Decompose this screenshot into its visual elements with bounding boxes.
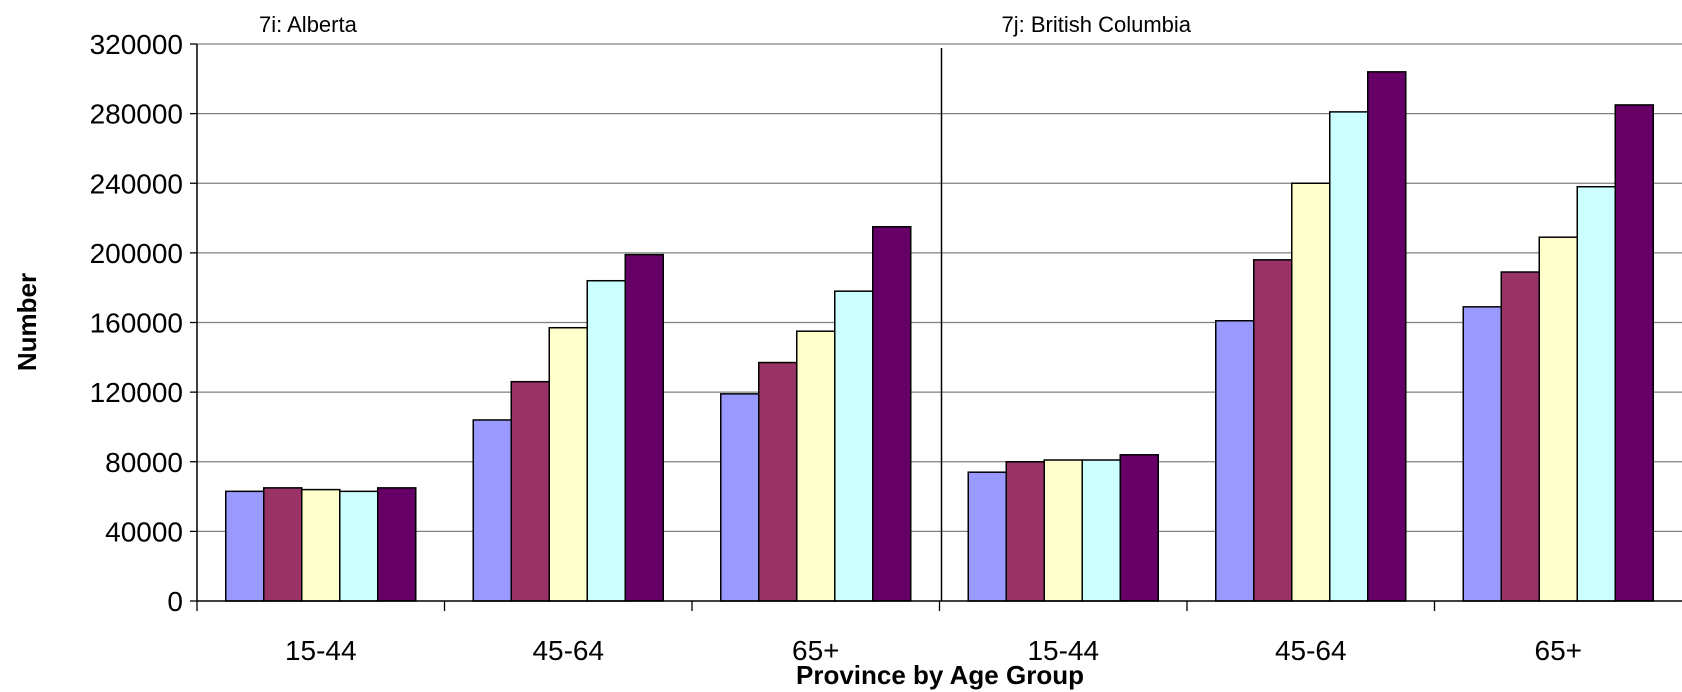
bar — [1253, 259, 1293, 602]
y-tick-label: 240000 — [90, 168, 183, 199]
bar — [1005, 461, 1045, 602]
bar — [872, 226, 912, 602]
y-tick-label: 80000 — [105, 447, 183, 478]
x-axis-title: Province by Age Group — [796, 660, 1084, 690]
y-tick-label: 0 — [167, 586, 183, 617]
panel-label: 7j: British Columbia — [1002, 12, 1192, 37]
panel-label: 7i: Alberta — [259, 12, 358, 37]
y-tick-label: 200000 — [90, 238, 183, 269]
x-tick-label: 15-44 — [285, 635, 357, 666]
bar — [1500, 271, 1540, 602]
axes — [190, 43, 1682, 611]
bar — [1119, 454, 1159, 602]
x-tick-label: 45-64 — [532, 635, 604, 666]
bar — [1043, 459, 1083, 602]
bar — [1329, 111, 1369, 602]
bar — [263, 487, 303, 602]
x-tick-label: 65+ — [1535, 635, 1583, 666]
bar — [796, 330, 836, 602]
bar — [720, 393, 760, 602]
bars — [225, 71, 1654, 602]
bar — [1538, 236, 1578, 602]
y-tick-label: 280000 — [90, 99, 183, 130]
bar — [1367, 71, 1407, 602]
bar — [758, 361, 798, 602]
bar — [624, 253, 664, 602]
y-tick-label: 40000 — [105, 516, 183, 547]
y-tick-label: 120000 — [90, 377, 183, 408]
bar — [1462, 306, 1502, 602]
bar — [1614, 104, 1654, 602]
bar — [225, 490, 265, 602]
bar — [1081, 459, 1121, 602]
bar — [339, 490, 379, 602]
bar — [472, 419, 512, 602]
y-axis-title: Number — [12, 273, 42, 371]
x-tick-label: 45-64 — [1275, 635, 1347, 666]
x-tick-label: 15-44 — [1027, 635, 1099, 666]
bar — [834, 290, 874, 602]
bar — [586, 279, 626, 602]
bar — [1291, 182, 1331, 602]
bar — [1215, 320, 1255, 602]
bar — [1576, 185, 1616, 602]
bar — [967, 471, 1007, 602]
y-tick-label: 160000 — [90, 308, 183, 339]
bar — [377, 487, 417, 602]
x-tick-label: 65+ — [792, 635, 840, 666]
labels: 0 40000 80000 120000 160000 200000 240000 28000… — [90, 12, 1582, 666]
bar — [510, 380, 550, 602]
bar — [548, 326, 588, 602]
gridlines — [197, 43, 1682, 533]
bar — [301, 488, 341, 602]
y-tick-label: 320000 — [90, 29, 183, 60]
